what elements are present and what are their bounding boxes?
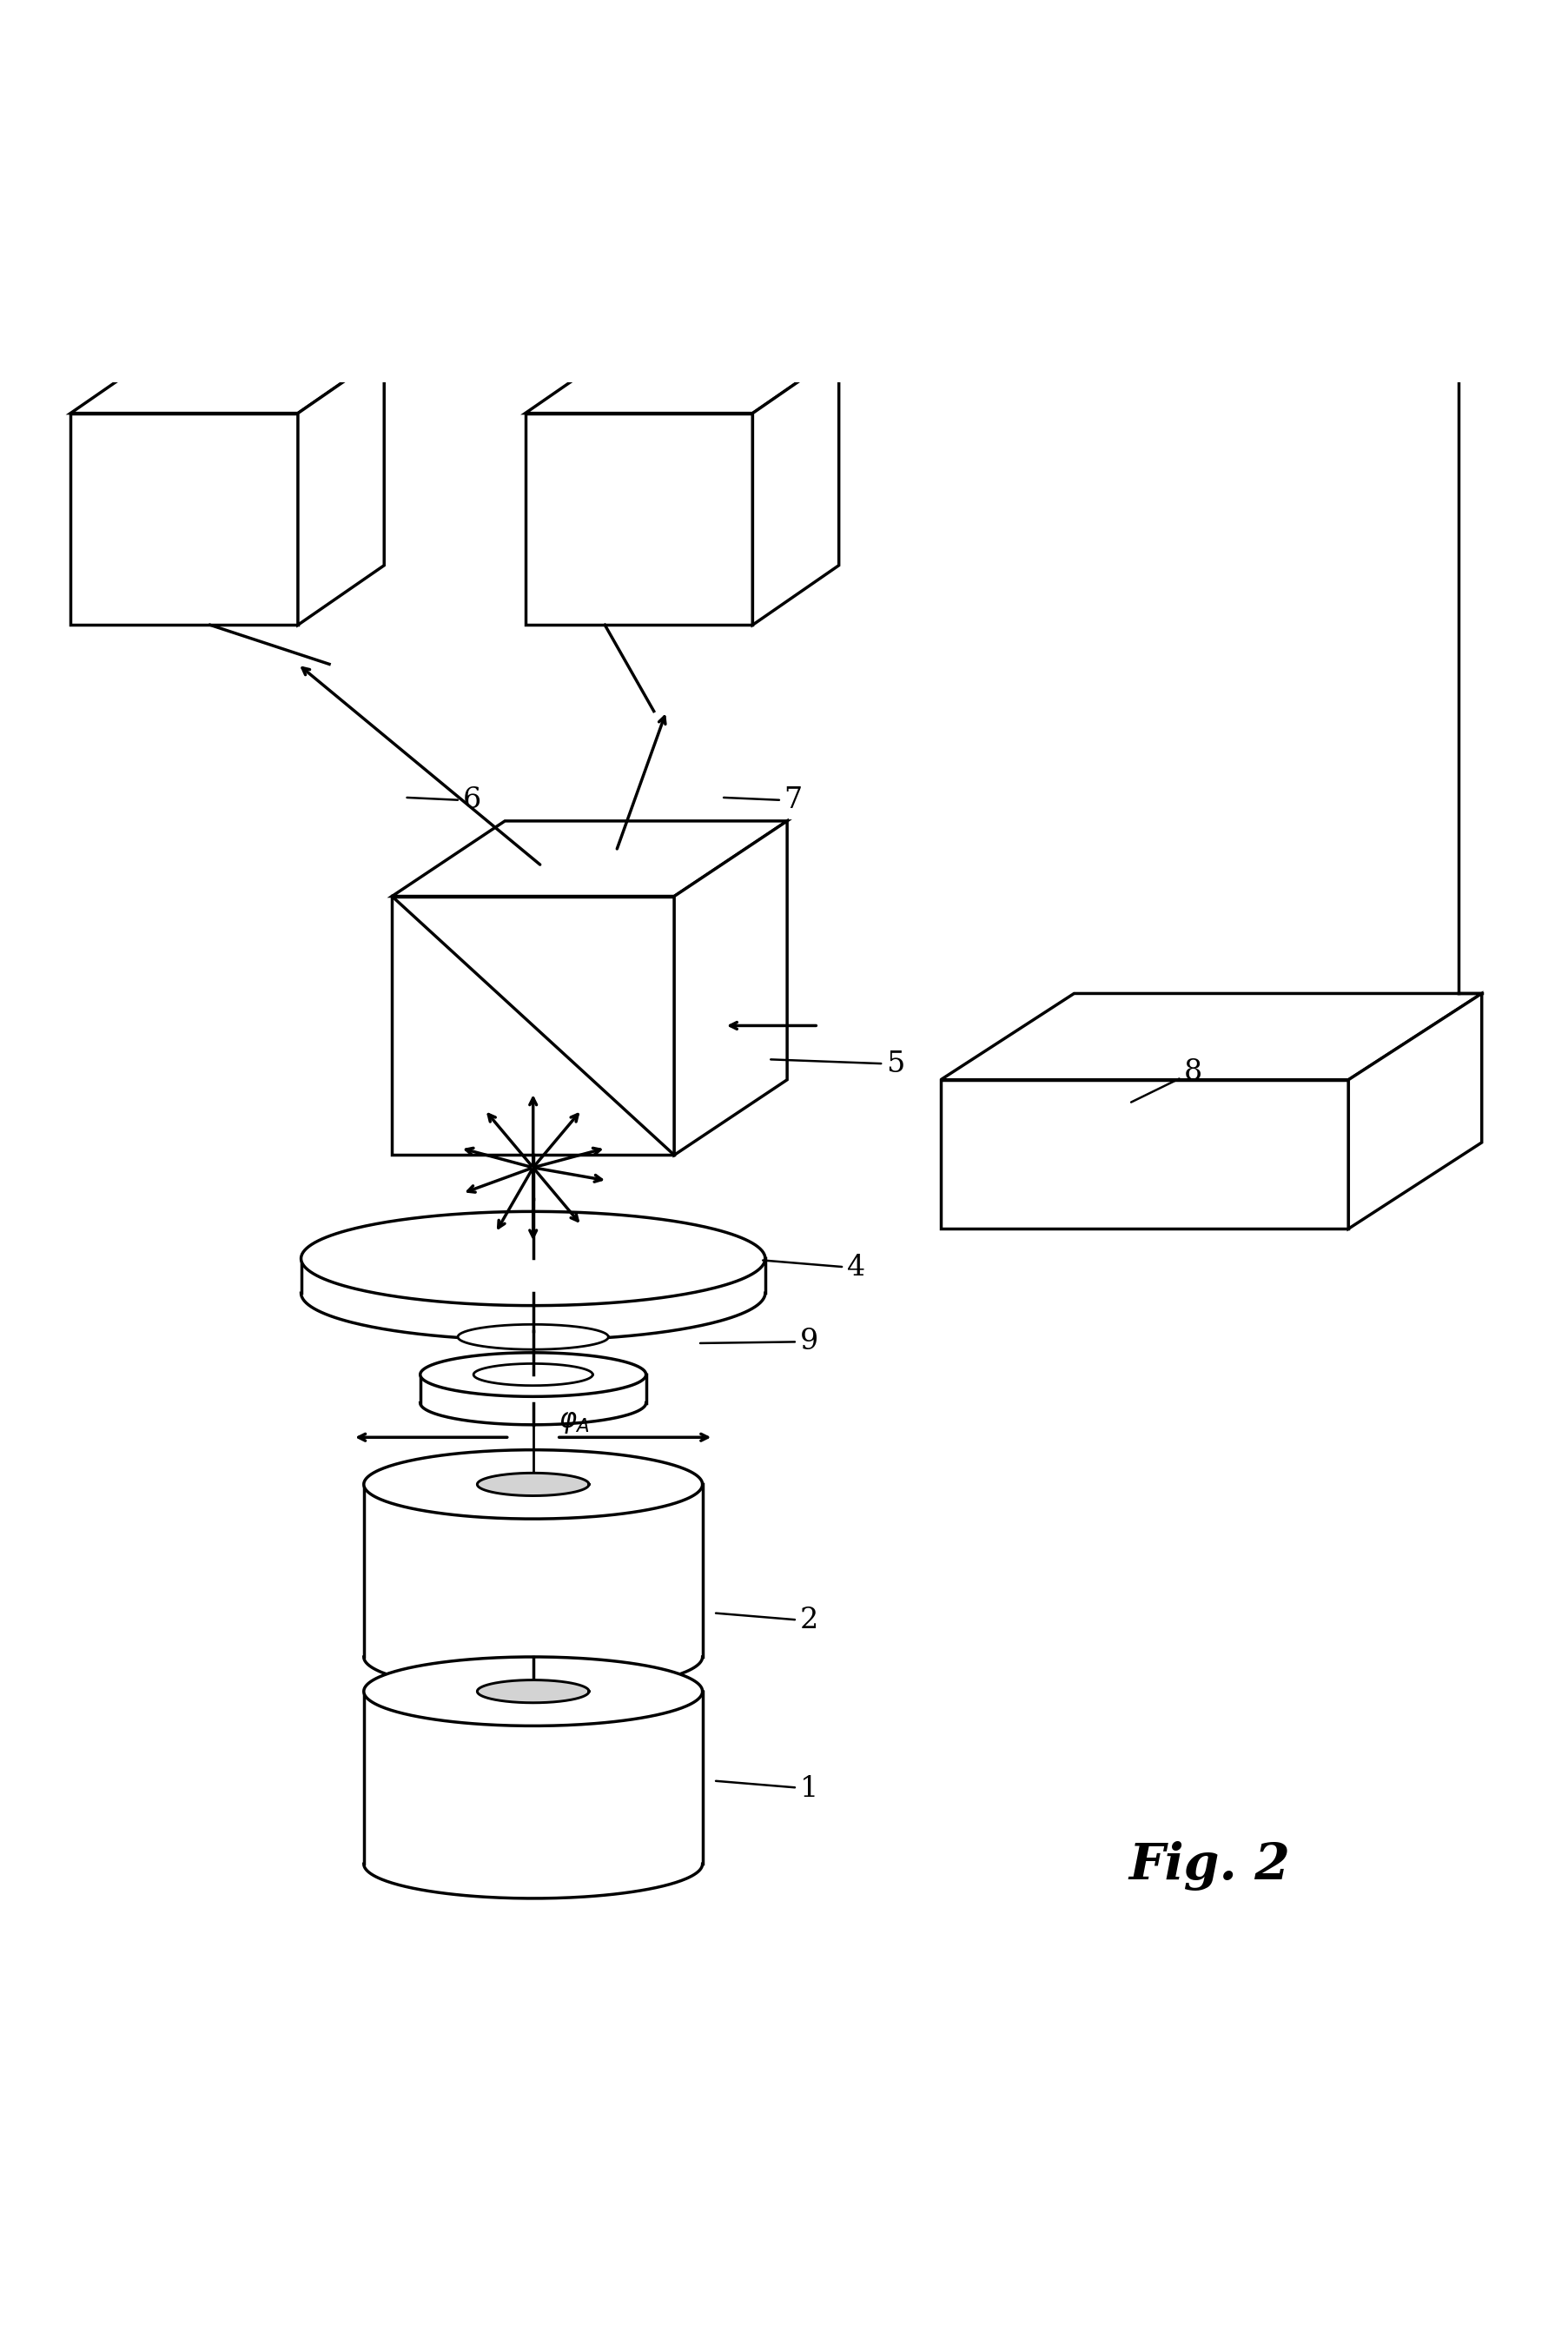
- Text: Fig. 2: Fig. 2: [1129, 1842, 1290, 1891]
- Polygon shape: [941, 1080, 1348, 1229]
- Text: 7: 7: [724, 786, 803, 814]
- Polygon shape: [477, 1679, 590, 1702]
- Polygon shape: [420, 1374, 646, 1425]
- Polygon shape: [674, 821, 787, 1154]
- Polygon shape: [941, 993, 1482, 1080]
- Text: 8: 8: [1131, 1059, 1203, 1103]
- Text: 1: 1: [717, 1775, 818, 1803]
- Polygon shape: [364, 1451, 702, 1518]
- Polygon shape: [298, 354, 384, 625]
- Text: 4: 4: [764, 1255, 866, 1283]
- Text: 9: 9: [701, 1327, 818, 1355]
- Text: 5: 5: [771, 1049, 905, 1077]
- Polygon shape: [71, 413, 298, 625]
- Polygon shape: [458, 1325, 608, 1350]
- Polygon shape: [420, 1353, 646, 1397]
- Polygon shape: [753, 354, 839, 625]
- Polygon shape: [1348, 993, 1482, 1229]
- Polygon shape: [301, 1213, 765, 1306]
- Polygon shape: [525, 413, 753, 625]
- Polygon shape: [364, 1485, 702, 1691]
- Text: 2: 2: [717, 1607, 818, 1635]
- Polygon shape: [364, 1691, 702, 1898]
- Polygon shape: [477, 1474, 590, 1495]
- Text: 6: 6: [408, 786, 481, 814]
- Polygon shape: [392, 895, 674, 1154]
- Polygon shape: [301, 1259, 765, 1341]
- Polygon shape: [364, 1656, 702, 1726]
- Polygon shape: [392, 821, 787, 895]
- Polygon shape: [525, 354, 839, 413]
- Polygon shape: [71, 354, 384, 413]
- Text: $\varphi_A$: $\varphi_A$: [558, 1409, 590, 1437]
